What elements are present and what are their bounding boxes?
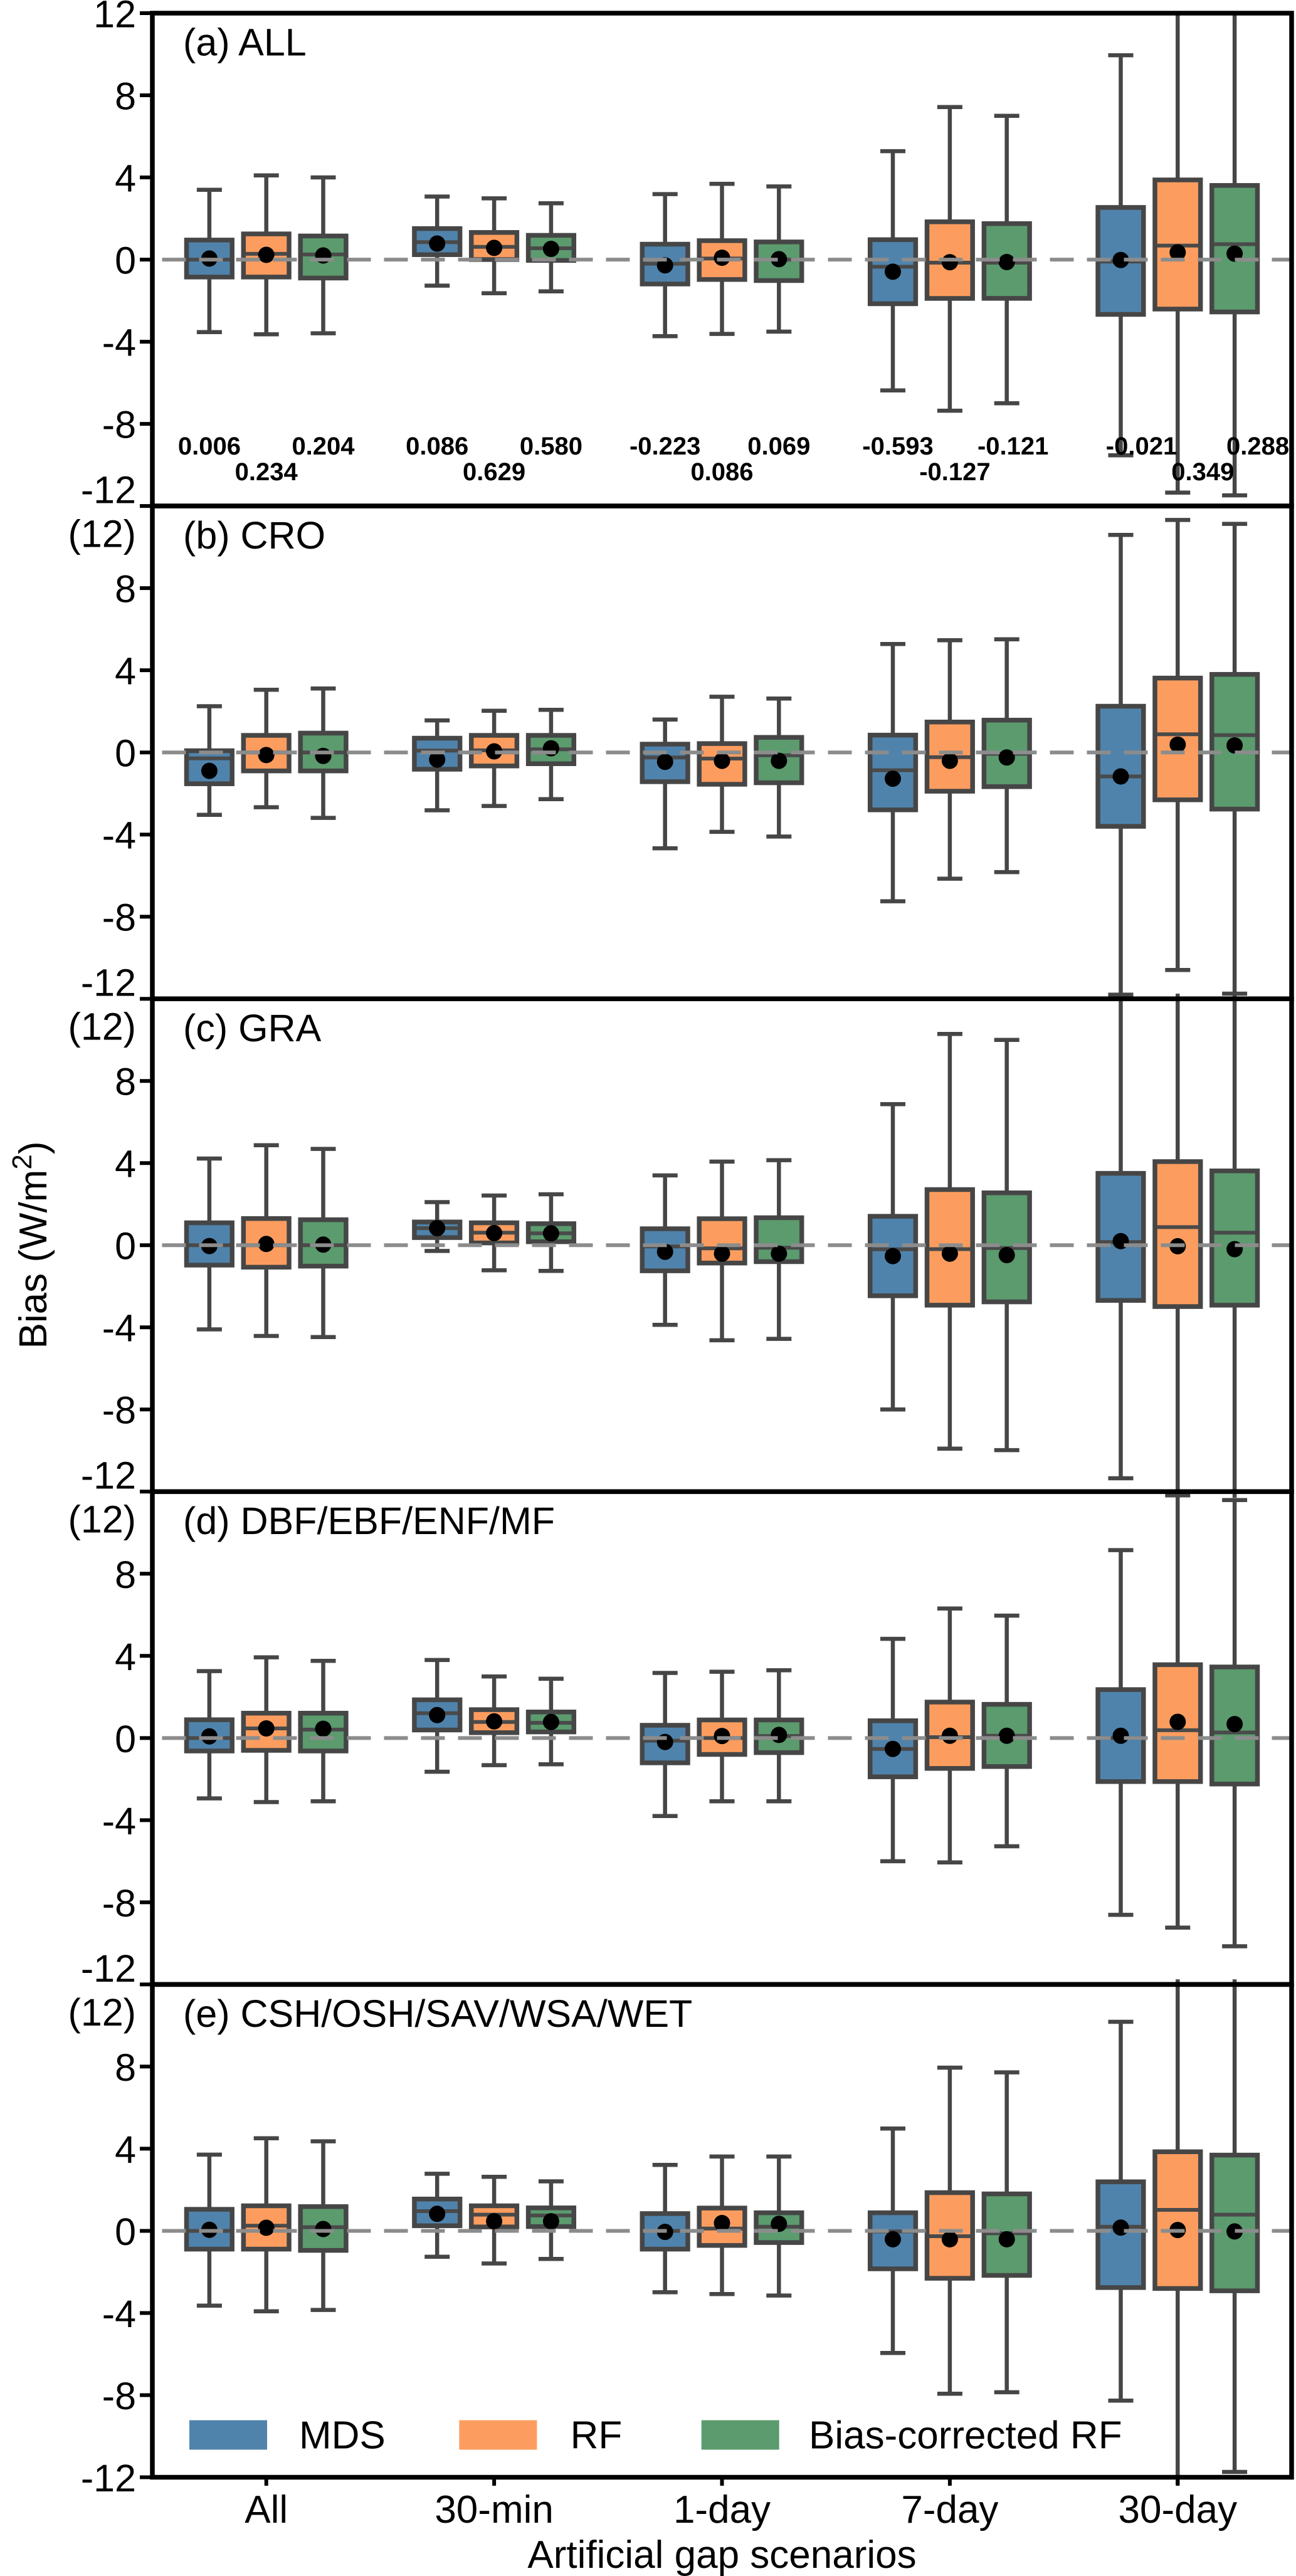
svg-text:-4: -4 xyxy=(102,814,136,857)
svg-text:7-day: 7-day xyxy=(901,2488,998,2531)
svg-text:RF: RF xyxy=(571,2414,623,2458)
svg-text:8: 8 xyxy=(115,2046,136,2089)
svg-text:0.234: 0.234 xyxy=(235,458,298,486)
svg-text:-0.223: -0.223 xyxy=(630,433,700,460)
svg-text:8: 8 xyxy=(115,1553,136,1596)
svg-text:12: 12 xyxy=(93,0,136,35)
svg-text:0.580: 0.580 xyxy=(520,433,582,460)
svg-text:(c) GRA: (c) GRA xyxy=(183,1007,322,1049)
svg-text:0: 0 xyxy=(115,1718,136,1760)
svg-text:-12: -12 xyxy=(81,1454,136,1497)
svg-text:0.069: 0.069 xyxy=(747,433,810,460)
svg-text:0.288: 0.288 xyxy=(1226,433,1289,460)
svg-text:MDS: MDS xyxy=(299,2414,386,2458)
svg-text:30-min: 30-min xyxy=(435,2488,554,2531)
svg-text:4: 4 xyxy=(115,650,136,693)
svg-text:30-day: 30-day xyxy=(1119,2488,1238,2531)
svg-text:0.349: 0.349 xyxy=(1171,458,1234,486)
svg-text:-8: -8 xyxy=(102,1389,136,1432)
svg-text:(e) CSH/OSH/SAV/WSA/WET: (e) CSH/OSH/SAV/WSA/WET xyxy=(183,1992,692,2035)
svg-text:(b) CRO: (b) CRO xyxy=(183,514,325,557)
svg-text:8: 8 xyxy=(115,1061,136,1103)
svg-text:8: 8 xyxy=(115,568,136,611)
svg-text:-12: -12 xyxy=(81,2457,136,2500)
svg-text:(12): (12) xyxy=(68,1991,136,2034)
svg-text:4: 4 xyxy=(115,1636,136,1678)
svg-text:Bias (W/m2): Bias (W/m2) xyxy=(7,1141,55,1348)
svg-text:0.006: 0.006 xyxy=(178,433,241,460)
svg-text:-0.121: -0.121 xyxy=(977,433,1048,460)
svg-text:Artificial gap scenarios: Artificial gap scenarios xyxy=(527,2533,916,2576)
svg-text:0.086: 0.086 xyxy=(690,458,753,486)
svg-text:0.204: 0.204 xyxy=(292,433,355,460)
svg-text:0: 0 xyxy=(115,239,136,282)
svg-text:(12): (12) xyxy=(68,513,136,555)
svg-text:-12: -12 xyxy=(81,469,136,512)
svg-text:-12: -12 xyxy=(81,962,136,1004)
svg-text:Bias-corrected RF: Bias-corrected RF xyxy=(809,2414,1122,2458)
svg-text:0: 0 xyxy=(115,732,136,775)
svg-text:(a) ALL: (a) ALL xyxy=(183,21,307,64)
svg-text:8: 8 xyxy=(115,75,136,118)
svg-text:-4: -4 xyxy=(102,322,136,364)
svg-text:-4: -4 xyxy=(102,2293,136,2335)
svg-text:-8: -8 xyxy=(102,2375,136,2417)
svg-text:0: 0 xyxy=(115,1225,136,1268)
svg-text:-4: -4 xyxy=(102,1800,136,1843)
svg-text:-0.021: -0.021 xyxy=(1106,433,1177,460)
svg-text:-8: -8 xyxy=(102,404,136,446)
svg-text:(12): (12) xyxy=(68,1006,136,1048)
svg-text:(d) DBF/EBF/ENF/MF: (d) DBF/EBF/ENF/MF xyxy=(183,1500,555,1542)
svg-text:4: 4 xyxy=(115,2128,136,2171)
svg-text:-8: -8 xyxy=(102,1882,136,1925)
svg-text:(12): (12) xyxy=(68,1498,136,1541)
svg-text:-12: -12 xyxy=(81,1947,136,1990)
svg-text:-4: -4 xyxy=(102,1307,136,1350)
svg-text:-8: -8 xyxy=(102,896,136,939)
svg-text:All: All xyxy=(245,2488,288,2531)
svg-text:4: 4 xyxy=(115,157,136,200)
svg-text:0: 0 xyxy=(115,2211,136,2253)
svg-text:0.629: 0.629 xyxy=(463,458,525,486)
svg-text:0.086: 0.086 xyxy=(406,433,468,460)
svg-text:4: 4 xyxy=(115,1143,136,1185)
svg-text:-0.127: -0.127 xyxy=(919,458,990,486)
svg-text:1-day: 1-day xyxy=(673,2488,771,2531)
svg-text:-0.593: -0.593 xyxy=(862,433,933,460)
